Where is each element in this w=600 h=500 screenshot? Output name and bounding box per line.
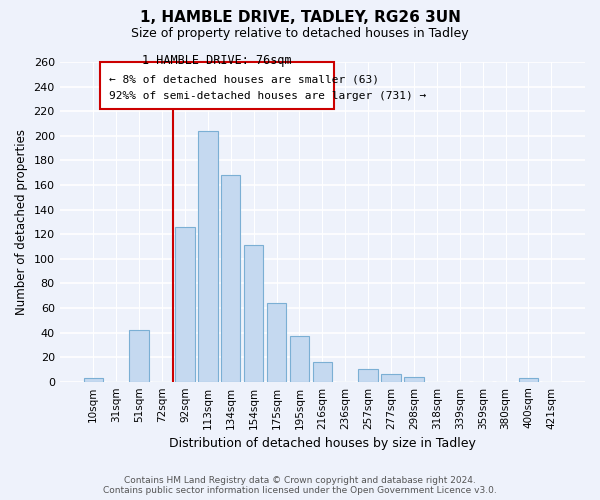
Text: ← 8% of detached houses are smaller (63): ← 8% of detached houses are smaller (63)	[109, 74, 379, 84]
FancyBboxPatch shape	[100, 62, 334, 109]
Bar	[244, 245, 263, 382]
Bar	[404, 377, 424, 382]
Bar	[267, 303, 286, 382]
Bar	[358, 370, 378, 382]
X-axis label: Distribution of detached houses by size in Tadley: Distribution of detached houses by size …	[169, 437, 476, 450]
Bar	[221, 175, 241, 382]
Bar	[198, 131, 218, 382]
Bar	[83, 378, 103, 382]
Text: Size of property relative to detached houses in Tadley: Size of property relative to detached ho…	[131, 28, 469, 40]
Bar	[175, 227, 194, 382]
Bar	[130, 330, 149, 382]
Text: 92%% of semi-detached houses are larger (731) →: 92%% of semi-detached houses are larger …	[109, 92, 427, 102]
Text: 1 HAMBLE DRIVE: 76sqm: 1 HAMBLE DRIVE: 76sqm	[142, 54, 292, 67]
Bar	[382, 374, 401, 382]
Bar	[519, 378, 538, 382]
Bar	[290, 336, 309, 382]
Text: Contains HM Land Registry data © Crown copyright and database right 2024.
Contai: Contains HM Land Registry data © Crown c…	[103, 476, 497, 495]
Text: 1, HAMBLE DRIVE, TADLEY, RG26 3UN: 1, HAMBLE DRIVE, TADLEY, RG26 3UN	[140, 10, 460, 25]
Y-axis label: Number of detached properties: Number of detached properties	[15, 129, 28, 315]
Bar	[313, 362, 332, 382]
